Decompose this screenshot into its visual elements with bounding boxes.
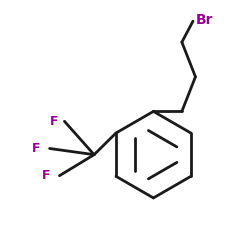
Text: F: F xyxy=(42,169,50,182)
Text: F: F xyxy=(50,115,58,128)
Text: Br: Br xyxy=(196,13,213,27)
Text: F: F xyxy=(32,142,40,155)
